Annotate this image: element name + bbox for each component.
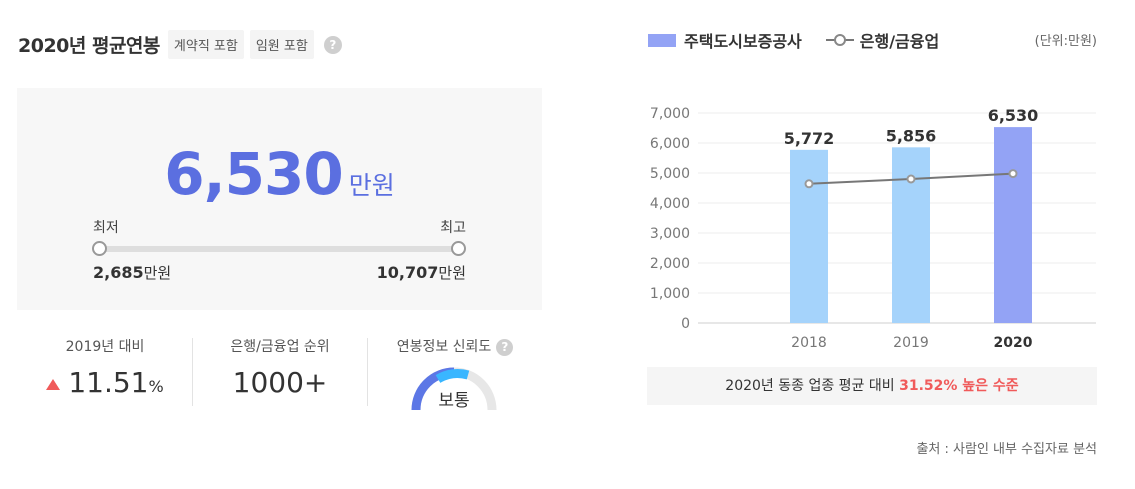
source-note: 출처 : 사람인 내부 수집자료 분석 — [916, 442, 1097, 457]
y-tick-label: 4,000 — [650, 196, 690, 212]
stat-divider — [192, 338, 193, 406]
salary-chart: 0 1,000 2,000 3,000 4,000 5,000 6,000 7,000 5,77… — [650, 106, 1096, 351]
x-tick-label: 2020 — [994, 335, 1033, 351]
yoy-value: 11.51% — [30, 366, 180, 399]
y-tick-label: 6,000 — [650, 136, 690, 152]
x-tick-label: 2019 — [893, 335, 929, 351]
chip-contract: 계약직 포함 — [167, 30, 244, 59]
note-highlight: 31.52% 높은 수준 — [899, 378, 1019, 394]
trust-stat: 연봉정보 신뢰도? — [380, 336, 530, 356]
bar-value-label: 6,530 — [988, 106, 1039, 125]
salary-range-track — [99, 246, 459, 252]
bar-value-label: 5,856 — [886, 126, 937, 145]
bar-2018 — [790, 149, 828, 323]
y-tick-label: 7,000 — [650, 106, 690, 122]
industry-point — [804, 179, 814, 189]
comparison-note: 2020년 동종 업종 평균 대비 31.52% 높은 수준 — [647, 367, 1097, 405]
bar-2019 — [892, 147, 930, 323]
trust-label-text: 연봉정보 신뢰도 — [396, 339, 492, 355]
arrow-up-icon — [46, 378, 61, 390]
industry-point — [1008, 169, 1018, 179]
min-label: 최저 — [93, 220, 119, 236]
min-knob-icon — [92, 241, 107, 256]
help-icon[interactable]: ? — [496, 338, 514, 356]
trust-gauge: 보통 — [411, 367, 497, 411]
line-legend-label: 은행/금융업 — [859, 32, 940, 51]
rank-value: 1000+ — [232, 366, 328, 399]
average-salary-unit: 만원 — [348, 171, 395, 200]
industry-point — [906, 174, 916, 184]
help-icon[interactable]: ? — [323, 35, 342, 54]
average-salary-value: 6,530 — [164, 140, 343, 208]
salary-header: 2020년 평균연봉 계약직 포함 임원 포함 ? — [18, 30, 342, 59]
x-tick-label: 2018 — [791, 335, 827, 351]
page-title: 2020년 평균연봉 — [18, 35, 160, 57]
y-tick-label: 1,000 — [650, 286, 690, 302]
rank-label: 은행/금융업 순위 — [230, 339, 330, 355]
y-tick-label: 3,000 — [650, 226, 690, 242]
max-label: 최고 — [440, 220, 466, 236]
max-salary-value: 10,707 — [376, 263, 439, 282]
salary-summary-box: 6,530 만원 최저 최고 2,685만원 10,707만원 — [17, 88, 542, 310]
line-legend-swatch — [825, 34, 854, 46]
max-salary-unit: 만원 — [438, 264, 466, 282]
y-tick-label: 2,000 — [650, 256, 690, 272]
y-tick-label: 0 — [681, 316, 690, 332]
min-salary-unit: 만원 — [143, 264, 172, 282]
average-salary: 6,530 만원 — [17, 140, 542, 208]
unit-label: (단위:만원) — [1034, 34, 1097, 49]
rank-stat: 은행/금융업 순위 1000+ — [205, 336, 355, 399]
note-prefix: 2020년 동종 업종 평균 대비 — [725, 378, 895, 394]
bar-legend-swatch — [648, 33, 676, 47]
bar-value-label: 5,772 — [784, 129, 835, 148]
stat-divider — [367, 338, 368, 406]
trust-value: 보통 — [438, 391, 469, 411]
max-knob-icon — [451, 241, 466, 256]
min-salary-value: 2,685 — [93, 263, 144, 282]
y-tick-label: 5,000 — [650, 166, 690, 182]
yoy-label: 2019년 대비 — [65, 339, 145, 355]
yoy-stat: 2019년 대비 11.51% — [30, 336, 180, 399]
yoy-unit: % — [148, 377, 164, 396]
yoy-number: 11.51 — [68, 366, 149, 399]
bar-legend-label: 주택도시보증공사 — [684, 32, 802, 51]
gauge-fill-accent — [435, 369, 470, 383]
max-salary: 10,707만원 — [377, 262, 466, 283]
chart-legend: 주택도시보증공사 은행/금융업 — [648, 28, 939, 52]
trust-label: 연봉정보 신뢰도? — [380, 336, 530, 356]
chip-executive: 임원 포함 — [249, 30, 314, 59]
min-salary: 2,685만원 — [93, 262, 171, 283]
bar-2020 — [994, 127, 1032, 323]
